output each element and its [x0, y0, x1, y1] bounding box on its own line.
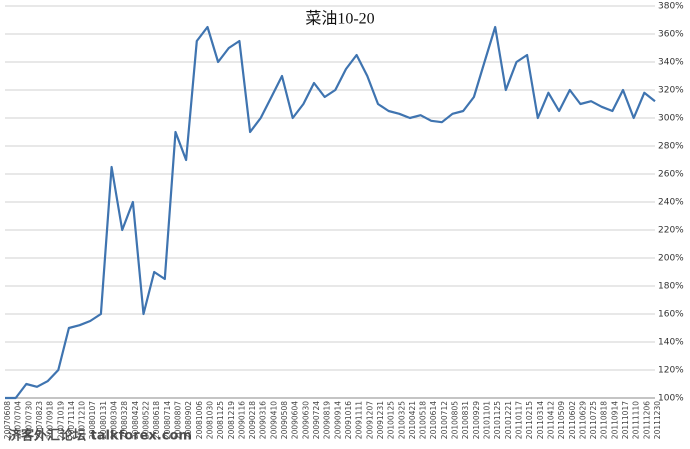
- x-tick-label: 20080618: [152, 401, 161, 439]
- x-tick-label: 20110914: [610, 401, 619, 439]
- x-tick-label: 20090914: [333, 401, 342, 439]
- x-tick-label: 20110117: [514, 401, 523, 439]
- x-tick-label: 20090819: [323, 401, 332, 439]
- x-tick-label: 20100614: [429, 401, 438, 439]
- x-tick-label: 20090508: [280, 401, 289, 439]
- x-tick-label: 20080131: [99, 401, 108, 439]
- x-tick-label: 20100518: [419, 401, 428, 439]
- x-tick-label: 20111017: [621, 401, 630, 439]
- x-tick-label: 20101125: [493, 401, 502, 439]
- x-tick-label: 20081125: [216, 401, 225, 439]
- x-tick-label: 20081219: [227, 401, 236, 439]
- y-tick-label: 160%: [658, 310, 684, 320]
- x-tick-label: 20080107: [88, 401, 97, 439]
- chart-title: 菜油10-20: [305, 10, 374, 28]
- x-tick-label: 20100831: [461, 401, 470, 439]
- y-tick-label: 140%: [658, 338, 684, 348]
- y-tick-label: 180%: [658, 282, 684, 292]
- x-tick-label: 20111230: [653, 401, 662, 439]
- x-tick-label: 20091207: [365, 401, 374, 439]
- x-tick-label: 20110215: [525, 401, 534, 439]
- y-tick-label: 340%: [658, 58, 684, 68]
- x-tick-label: 20090630: [301, 401, 310, 439]
- watermark: 济客外汇论坛 talkforex.com: [8, 428, 192, 444]
- x-tick-label: 20081006: [195, 401, 204, 439]
- x-tick-label: 20110509: [557, 401, 566, 439]
- x-tick-label: 20090410: [269, 401, 278, 439]
- x-tick-label: 20080424: [131, 401, 140, 439]
- x-tick-label: 20100421: [408, 401, 417, 439]
- y-tick-label: 300%: [658, 114, 684, 124]
- y-tick-label: 200%: [658, 254, 684, 264]
- x-tick-label: 20100929: [472, 401, 481, 439]
- x-tick-label: 20111110: [632, 401, 641, 439]
- line-series: [5, 25, 656, 400]
- x-tick-label: 20070730: [24, 401, 33, 439]
- x-tick-label: 20110629: [578, 401, 587, 439]
- x-tick-label: 20100325: [397, 401, 406, 439]
- x-tick-label: 20080522: [142, 401, 151, 439]
- x-tick-label: 20071019: [56, 401, 65, 439]
- x-tick-label: 20110412: [546, 401, 555, 439]
- x-tick-label: 20110725: [589, 401, 598, 439]
- x-tick-label: 20080304: [110, 401, 119, 439]
- x-tick-label: 20110818: [600, 401, 609, 439]
- x-tick-label: 20101221: [504, 401, 513, 439]
- x-tick-label: 20090218: [248, 401, 257, 439]
- x-tick-label: 20071114: [67, 401, 76, 439]
- y-tick-label: 320%: [658, 86, 684, 96]
- x-tick-label: 20070608: [3, 401, 12, 439]
- x-tick-label: 20070704: [14, 401, 23, 439]
- y-tick-label: 240%: [658, 198, 684, 208]
- y-tick-label: 260%: [658, 170, 684, 180]
- x-tick-label: 20090316: [259, 401, 268, 439]
- y-tick-label: 380%: [658, 2, 684, 12]
- x-tick-label: 20110602: [568, 401, 577, 439]
- x-tick-label: 20080807: [173, 401, 182, 439]
- x-tick-label: 20090604: [291, 401, 300, 439]
- y-tick-label: 360%: [658, 30, 684, 40]
- x-tick-label: 20080714: [163, 401, 172, 439]
- y-tick-label: 100%: [658, 394, 684, 404]
- x-tick-label: 20100712: [440, 401, 449, 439]
- x-tick-label: 20090724: [312, 401, 321, 439]
- x-tick-label: 20091231: [376, 401, 385, 439]
- x-tick-label: 20081030: [205, 401, 214, 439]
- y-tick-label: 120%: [658, 366, 684, 376]
- x-tick-label: 20071210: [78, 401, 87, 439]
- x-tick-label: 20091016: [344, 401, 353, 439]
- x-tick-label: 20110314: [536, 401, 545, 439]
- x-tick-label: 20100125: [387, 401, 396, 439]
- y-tick-label: 220%: [658, 226, 684, 236]
- y-tick-label: 280%: [658, 142, 684, 152]
- x-tick-label: 20080902: [184, 401, 193, 439]
- x-tick-label: 20090116: [237, 401, 246, 439]
- x-tick-label: 20070918: [46, 401, 55, 439]
- x-tick-label: 20080328: [120, 401, 129, 439]
- x-tick-label: 20070823: [35, 401, 44, 439]
- x-tick-label: 20101101: [483, 401, 492, 439]
- x-tick-label: 20091111: [355, 401, 364, 439]
- x-tick-label: 20100805: [451, 401, 460, 439]
- x-tick-label: 20111206: [642, 401, 651, 439]
